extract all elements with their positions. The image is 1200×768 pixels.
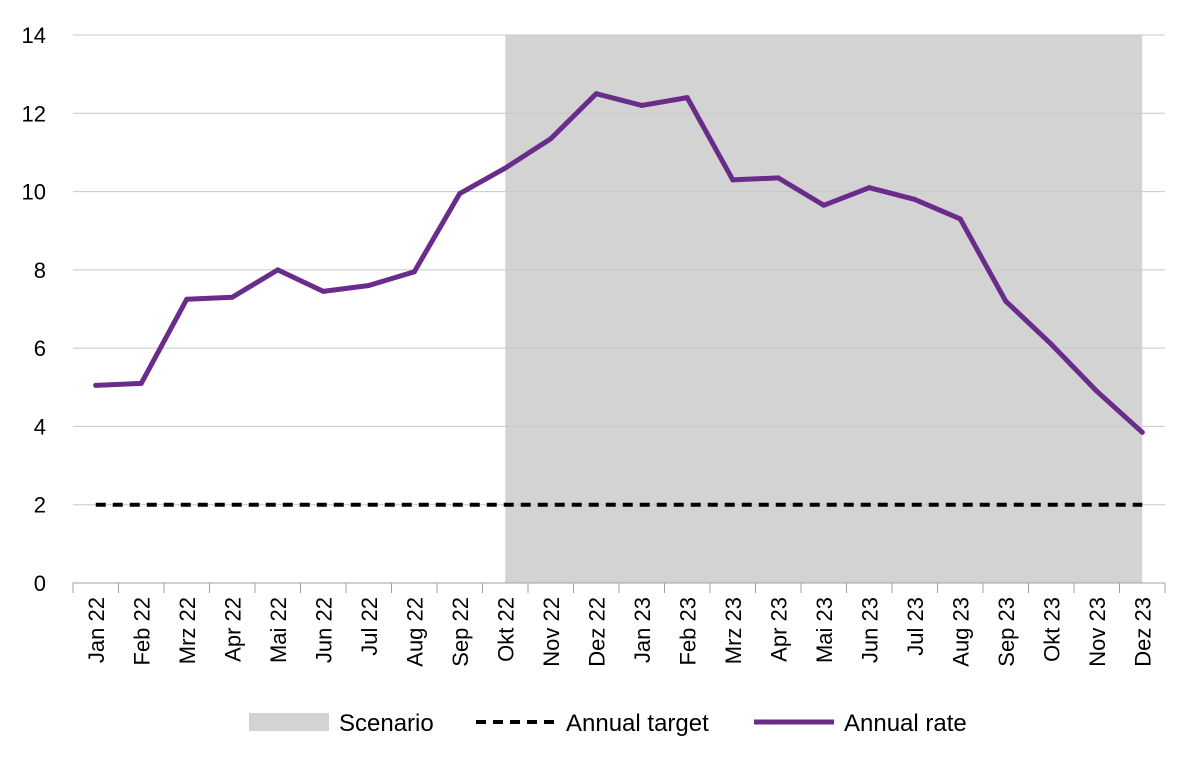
- annual-target-point: [366, 502, 371, 507]
- annual-target-point: [821, 502, 826, 507]
- x-tick-label: Nov 22: [539, 597, 564, 667]
- annual-rate-point: [275, 267, 281, 273]
- annual-rate-point: [138, 380, 144, 386]
- annual-target-point: [867, 502, 872, 507]
- annual-target-point: [548, 502, 553, 507]
- annual-rate-point: [821, 202, 827, 208]
- annual-target-point: [912, 502, 917, 507]
- legend-label-annual-rate: Annual rate: [844, 710, 967, 737]
- annual-target-point: [958, 502, 963, 507]
- x-tick-label: Feb 22: [129, 597, 154, 666]
- x-tick-label: Sep 23: [994, 597, 1019, 667]
- x-tick-label: Mrz 23: [721, 597, 746, 664]
- y-tick-label: 2: [34, 493, 46, 518]
- annual-rate-point: [730, 177, 736, 183]
- annual-rate-point: [93, 382, 99, 388]
- x-tick-label: Jan 23: [630, 597, 655, 663]
- series-layer: [93, 91, 1145, 507]
- annual-rate-point: [457, 191, 463, 197]
- y-tick-label: 8: [34, 258, 46, 283]
- annual-target-point: [93, 502, 98, 507]
- y-tick-label: 4: [34, 414, 46, 439]
- annual-target-point: [503, 502, 508, 507]
- legend-swatch-scenario: [249, 713, 329, 731]
- x-tick-label: Jul 23: [903, 597, 928, 656]
- annual-rate-line: [93, 91, 1145, 435]
- annual-rate-point: [320, 288, 326, 294]
- x-tick-label: Mai 22: [266, 597, 291, 663]
- annual-target-point: [230, 502, 235, 507]
- annual-rate-point: [229, 294, 235, 300]
- legend-label-annual-target: Annual target: [566, 710, 709, 737]
- y-tick-label: 6: [34, 336, 46, 361]
- annual-target-point: [594, 502, 599, 507]
- x-tick-label: Sep 22: [448, 597, 473, 667]
- annual-rate-point: [411, 269, 417, 275]
- annual-target-point: [321, 502, 326, 507]
- x-tick-label: Jul 22: [357, 597, 382, 656]
- x-tick-label: Okt 23: [1039, 597, 1064, 662]
- x-tick-label: Apr 23: [766, 597, 791, 662]
- annual-target-point: [139, 502, 144, 507]
- x-tick-label: Aug 22: [402, 597, 427, 667]
- annual-target-point: [1094, 502, 1099, 507]
- scenario-region-layer: [505, 35, 1143, 583]
- annual-rate-point: [1139, 429, 1145, 435]
- annual-rate-point: [684, 95, 690, 101]
- annual-target-point: [275, 502, 280, 507]
- x-tick-label: Jan 22: [84, 597, 109, 663]
- annual-target-point: [1049, 502, 1054, 507]
- x-tick-label: Mai 23: [812, 597, 837, 663]
- annual-rate-point: [366, 283, 372, 289]
- x-tick-label: Apr 22: [220, 597, 245, 662]
- x-tick-label: Dez 22: [584, 597, 609, 667]
- annual-rate-point: [502, 165, 508, 171]
- annual-rate-point: [639, 102, 645, 108]
- annual-rate-point: [548, 136, 554, 142]
- x-tick-label: Jun 22: [311, 597, 336, 663]
- x-tick-label: Okt 22: [493, 597, 518, 662]
- scenario-region: [505, 35, 1143, 583]
- annual-target-point: [639, 502, 644, 507]
- gridlines-layer: [73, 34, 1165, 506]
- annual-rate-point: [593, 91, 599, 97]
- annual-rate-point: [1094, 388, 1100, 394]
- y-tick-label: 14: [22, 23, 46, 48]
- legend-label-scenario: Scenario: [339, 710, 434, 737]
- y-tick-label: 0: [34, 571, 46, 596]
- annual-target-point: [1140, 502, 1145, 507]
- annual-rate-point: [1048, 341, 1054, 347]
- x-tick-label: Nov 23: [1085, 597, 1110, 667]
- annual-target-point: [730, 502, 735, 507]
- annual-target-point: [776, 502, 781, 507]
- annual-rate-point: [957, 216, 963, 222]
- x-tick-label: Jun 23: [857, 597, 882, 663]
- y-tick-label: 10: [22, 180, 46, 205]
- annual-rate-point: [866, 185, 872, 191]
- x-tick-label: Aug 23: [948, 597, 973, 667]
- annual-rate-point: [184, 296, 190, 302]
- annual-rate-point: [775, 175, 781, 181]
- axes-layer: 0 2 4 6 8 10 12 14 Jan 22 Feb 22 Mrz 22 Apr 22 Mai 2…: [22, 23, 1166, 667]
- y-tick-label: 12: [22, 101, 46, 126]
- x-tick-label: Mrz 22: [175, 597, 200, 664]
- legend: Scenario Annual target Annual rate: [249, 710, 967, 737]
- x-tick-label: Feb 23: [675, 597, 700, 666]
- annual-target-point: [685, 502, 690, 507]
- annual-rate-point: [912, 196, 918, 202]
- annual-target-point: [184, 502, 189, 507]
- annual-target-point: [412, 502, 417, 507]
- annual-target-point: [1003, 502, 1008, 507]
- annual-target-point: [457, 502, 462, 507]
- annual-rate-point: [1003, 298, 1009, 304]
- x-tick-label: Dez 23: [1130, 597, 1155, 667]
